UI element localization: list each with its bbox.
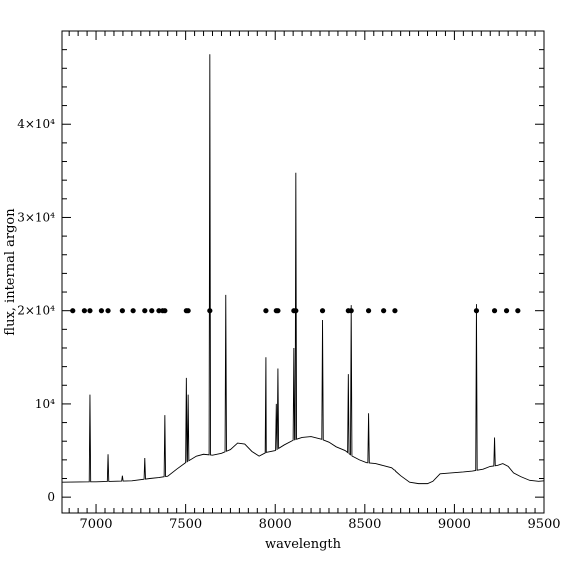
x-tick-label: 9500 (527, 517, 560, 532)
line-marker (503, 308, 510, 314)
line-marker (381, 308, 387, 314)
line-marker (319, 308, 326, 314)
line-marker (275, 308, 281, 314)
line-marker (149, 308, 155, 314)
line-marker (185, 308, 191, 314)
line-marker (392, 308, 398, 314)
line-marker (98, 308, 105, 314)
line-marker (81, 308, 87, 314)
x-tick-label: 7000 (79, 517, 112, 532)
y-tick-label: 4×10⁴ (17, 117, 55, 131)
line-marker (515, 308, 521, 314)
line-marker (207, 308, 213, 314)
line-marker (119, 308, 125, 314)
y-tick-label: 2×10⁴ (17, 304, 55, 318)
y-tick-labels: 0 10⁴ 2×10⁴ 3×10⁴ 4×10⁴ (17, 117, 55, 504)
y-tick-label: 3×10⁴ (17, 210, 55, 224)
line-marker (105, 308, 111, 314)
line-marker (263, 308, 269, 314)
x-tick-label: 8500 (348, 517, 381, 532)
plot-frame (61, 30, 545, 514)
line-marker (130, 308, 136, 314)
x-tick-labels: 7000 7500 8000 8500 9000 9500 (79, 517, 560, 532)
line-marker (156, 308, 162, 314)
line-marker (365, 308, 372, 314)
x-tick-label: 9000 (438, 517, 471, 532)
line-marker (293, 308, 299, 314)
axis-ticks (62, 31, 545, 513)
x-tick-label: 7500 (169, 517, 202, 532)
line-marker (348, 308, 354, 314)
y-axis-label: flux, internal argon (3, 208, 18, 336)
line-marker (142, 308, 148, 314)
y-tick-label: 0 (47, 490, 55, 504)
line-marker (87, 308, 93, 314)
line-marker (162, 308, 168, 314)
y-tick-label: 10⁴ (35, 397, 55, 411)
line-marker (70, 308, 76, 314)
x-tick-label: 8000 (259, 517, 292, 532)
line-marker (473, 308, 480, 314)
line-marker (491, 308, 498, 314)
line-markers (70, 308, 521, 314)
x-axis-label: wavelength (265, 537, 342, 552)
spectrum-line (61, 54, 545, 485)
